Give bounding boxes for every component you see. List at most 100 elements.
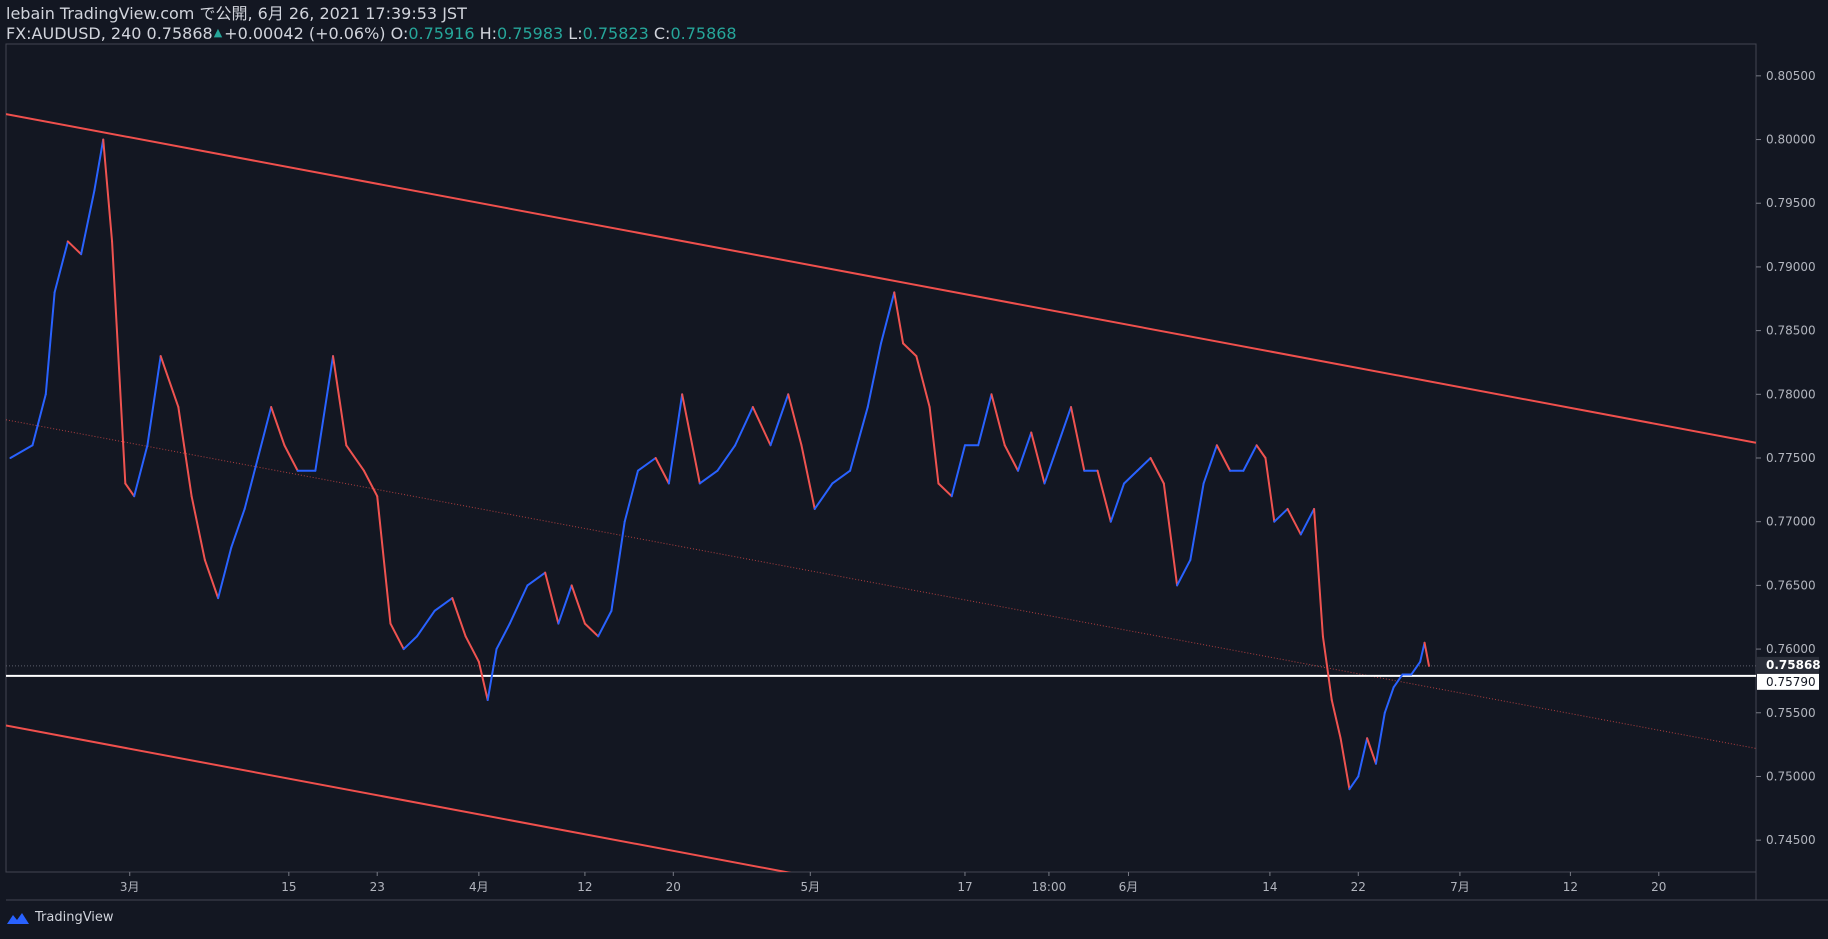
price-segment bbox=[1313, 507, 1324, 638]
x-tick-label: 3月 bbox=[120, 880, 140, 894]
price-segment bbox=[893, 291, 905, 345]
x-tick-label: 15 bbox=[281, 880, 296, 894]
price-segment bbox=[53, 240, 69, 294]
price-segment bbox=[146, 355, 162, 447]
horizontal-level-badge bbox=[1757, 673, 1819, 690]
price-segment bbox=[332, 355, 348, 447]
price-segment bbox=[415, 609, 436, 638]
last-price: 0.75868 bbox=[146, 24, 213, 43]
price-segment bbox=[159, 355, 180, 409]
x-tick-label: 18:00 bbox=[1032, 880, 1067, 894]
horizontal-level-label: 0.75790 bbox=[1766, 675, 1816, 689]
chart-header: lebain TradingView.com で公開, 6月 26, 2021 … bbox=[6, 4, 737, 43]
price-segment bbox=[1003, 444, 1019, 472]
price-segment bbox=[1149, 457, 1165, 485]
price-segment bbox=[583, 622, 600, 638]
y-tick-label: 0.74500 bbox=[1766, 833, 1816, 847]
price-axis[interactable]: 0.80500 0.80000 0.79500 0.79000 0.78500 0.780… bbox=[1756, 69, 1816, 847]
price-segment bbox=[1299, 507, 1316, 536]
y-tick-label: 0.75000 bbox=[1766, 769, 1816, 783]
price-segment bbox=[1056, 406, 1073, 447]
price-segment bbox=[230, 507, 246, 549]
price-segment bbox=[928, 406, 940, 485]
x-tick-label: 6月 bbox=[1119, 880, 1139, 894]
price-segment bbox=[866, 342, 882, 409]
price-segment bbox=[1383, 686, 1395, 714]
price-segment bbox=[977, 393, 993, 447]
price-segment bbox=[1070, 406, 1086, 472]
high-label: H: bbox=[479, 24, 498, 43]
price-segment bbox=[345, 444, 365, 472]
price-segment bbox=[376, 495, 392, 625]
time-axis[interactable]: 3月 15 23 4月 12 20 5月 17 18:00 6月 14 22 7月 12 20 bbox=[120, 872, 1667, 894]
price-segment bbox=[1273, 507, 1289, 523]
price-segment bbox=[734, 406, 754, 447]
price-segment bbox=[610, 520, 626, 612]
upper-trendline bbox=[6, 113, 1756, 444]
price-axis-labels: 0.75868 0.75790 bbox=[1757, 656, 1821, 690]
price-segment bbox=[124, 482, 136, 498]
price-segment bbox=[915, 355, 931, 409]
price-segment bbox=[1348, 775, 1360, 791]
price-segment bbox=[880, 291, 896, 345]
y-tick-label: 0.77500 bbox=[1766, 451, 1816, 465]
price-segment bbox=[937, 482, 953, 498]
up-triangle-icon: ▲ bbox=[213, 26, 223, 39]
price-segment bbox=[1366, 737, 1377, 765]
symbol-label[interactable]: FX:AUDUSD, 240 bbox=[6, 24, 142, 43]
price-segment bbox=[1176, 558, 1192, 587]
price-segment bbox=[636, 457, 657, 472]
price-segment bbox=[31, 393, 47, 447]
price-segment bbox=[256, 406, 273, 459]
price-segment bbox=[402, 635, 418, 651]
price-segment bbox=[813, 482, 834, 510]
price-segment bbox=[177, 406, 193, 498]
x-tick-label: 17 bbox=[957, 880, 972, 894]
price-segment bbox=[1264, 457, 1276, 523]
price-segment bbox=[190, 495, 206, 561]
price-segment bbox=[681, 393, 701, 485]
price-segment bbox=[389, 622, 405, 651]
price-segment bbox=[716, 444, 737, 472]
price-segment bbox=[451, 597, 467, 638]
price-segment bbox=[362, 469, 379, 498]
price-segment bbox=[751, 406, 772, 447]
price-segment bbox=[111, 240, 127, 485]
price-segment bbox=[1030, 431, 1046, 485]
price-segment bbox=[800, 444, 816, 510]
price-segment bbox=[66, 240, 83, 256]
price-segment bbox=[902, 342, 918, 358]
open-label: O: bbox=[390, 24, 409, 43]
price-segment bbox=[133, 444, 149, 498]
price-segment bbox=[80, 189, 96, 256]
price-segment bbox=[477, 660, 489, 702]
price-segment bbox=[1330, 699, 1342, 740]
close-label: C: bbox=[653, 24, 671, 43]
price-segment bbox=[570, 584, 586, 625]
price-segment bbox=[1374, 711, 1386, 765]
y-tick-label: 0.75500 bbox=[1766, 706, 1816, 720]
drawings-layer bbox=[6, 113, 1756, 872]
price-segment bbox=[283, 444, 299, 472]
price-segment bbox=[486, 648, 498, 702]
price-segment bbox=[93, 138, 105, 192]
last-price-badge bbox=[1757, 656, 1819, 673]
mid-dotted-line bbox=[6, 419, 1756, 749]
price-segment bbox=[667, 393, 684, 485]
price-segment bbox=[9, 444, 34, 459]
price-segment bbox=[1162, 482, 1179, 587]
y-tick-label: 0.78500 bbox=[1766, 324, 1816, 338]
price-segment bbox=[787, 393, 803, 447]
x-tick-label: 20 bbox=[666, 880, 681, 894]
x-tick-label: 12 bbox=[1563, 880, 1578, 894]
price-segment bbox=[698, 469, 719, 485]
lower-trendline bbox=[6, 724, 792, 872]
publish-info: lebain TradingView.com で公開, 6月 26, 2021 … bbox=[6, 4, 467, 23]
high-value: 0.75983 bbox=[497, 24, 564, 43]
price-segment bbox=[1136, 457, 1152, 472]
y-tick-label: 0.76500 bbox=[1766, 578, 1816, 592]
y-tick-label: 0.78000 bbox=[1766, 387, 1816, 401]
tradingview-logo-icon bbox=[7, 912, 29, 924]
x-tick-label: 20 bbox=[1651, 880, 1666, 894]
